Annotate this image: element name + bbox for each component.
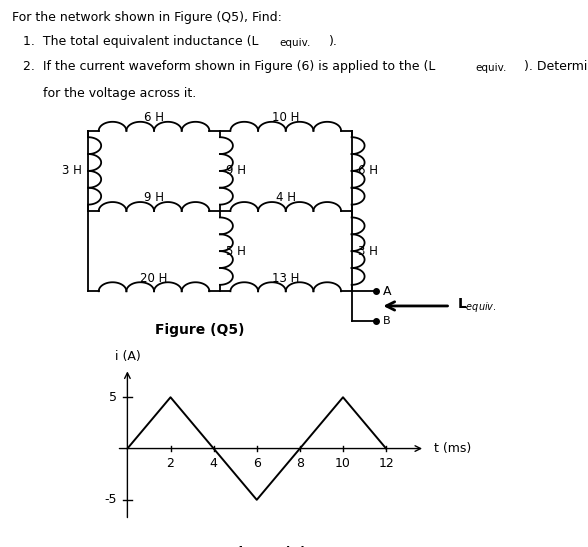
- Text: 4: 4: [210, 457, 218, 470]
- Text: 13 H: 13 H: [272, 271, 299, 284]
- Text: 2: 2: [166, 457, 175, 470]
- Text: ).: ).: [329, 34, 338, 48]
- Text: 5 H: 5 H: [226, 245, 246, 258]
- Text: 6 H: 6 H: [358, 165, 378, 177]
- Text: A: A: [383, 285, 391, 298]
- Text: 6 H: 6 H: [144, 111, 164, 124]
- Text: 9 H: 9 H: [144, 191, 164, 205]
- Text: 1.  The total equivalent inductance (L: 1. The total equivalent inductance (L: [23, 34, 259, 48]
- Text: for the voltage across it.: for the voltage across it.: [23, 86, 196, 100]
- Text: 5: 5: [109, 391, 116, 404]
- Text: 3 H: 3 H: [62, 165, 82, 177]
- Text: Figure (6): Figure (6): [229, 546, 306, 547]
- Text: ). Determine an expression: ). Determine an expression: [524, 60, 588, 73]
- Text: 6: 6: [253, 457, 260, 470]
- Text: i (A): i (A): [115, 351, 141, 363]
- Text: 4 H: 4 H: [276, 191, 296, 205]
- Text: 8: 8: [296, 457, 304, 470]
- Text: Figure (Q5): Figure (Q5): [155, 323, 244, 337]
- Text: equiv.: equiv.: [476, 63, 507, 73]
- Text: For the network shown in Figure (Q5), Find:: For the network shown in Figure (Q5), Fi…: [12, 11, 282, 24]
- Text: equiv.: equiv.: [280, 38, 311, 48]
- Text: 10 H: 10 H: [272, 111, 299, 124]
- Text: 10: 10: [335, 457, 351, 470]
- Text: $\mathbf{L}_{equiv.}$: $\mathbf{L}_{equiv.}$: [456, 297, 496, 315]
- Text: t (ms): t (ms): [433, 442, 471, 455]
- Text: 12: 12: [378, 457, 394, 470]
- Text: 9 H: 9 H: [226, 165, 246, 177]
- Text: 20 H: 20 H: [141, 271, 168, 284]
- Text: 2.  If the current waveform shown in Figure (6) is applied to the (L: 2. If the current waveform shown in Figu…: [23, 60, 436, 73]
- Text: 3 H: 3 H: [358, 245, 377, 258]
- Text: -5: -5: [104, 493, 116, 507]
- Text: B: B: [383, 316, 390, 325]
